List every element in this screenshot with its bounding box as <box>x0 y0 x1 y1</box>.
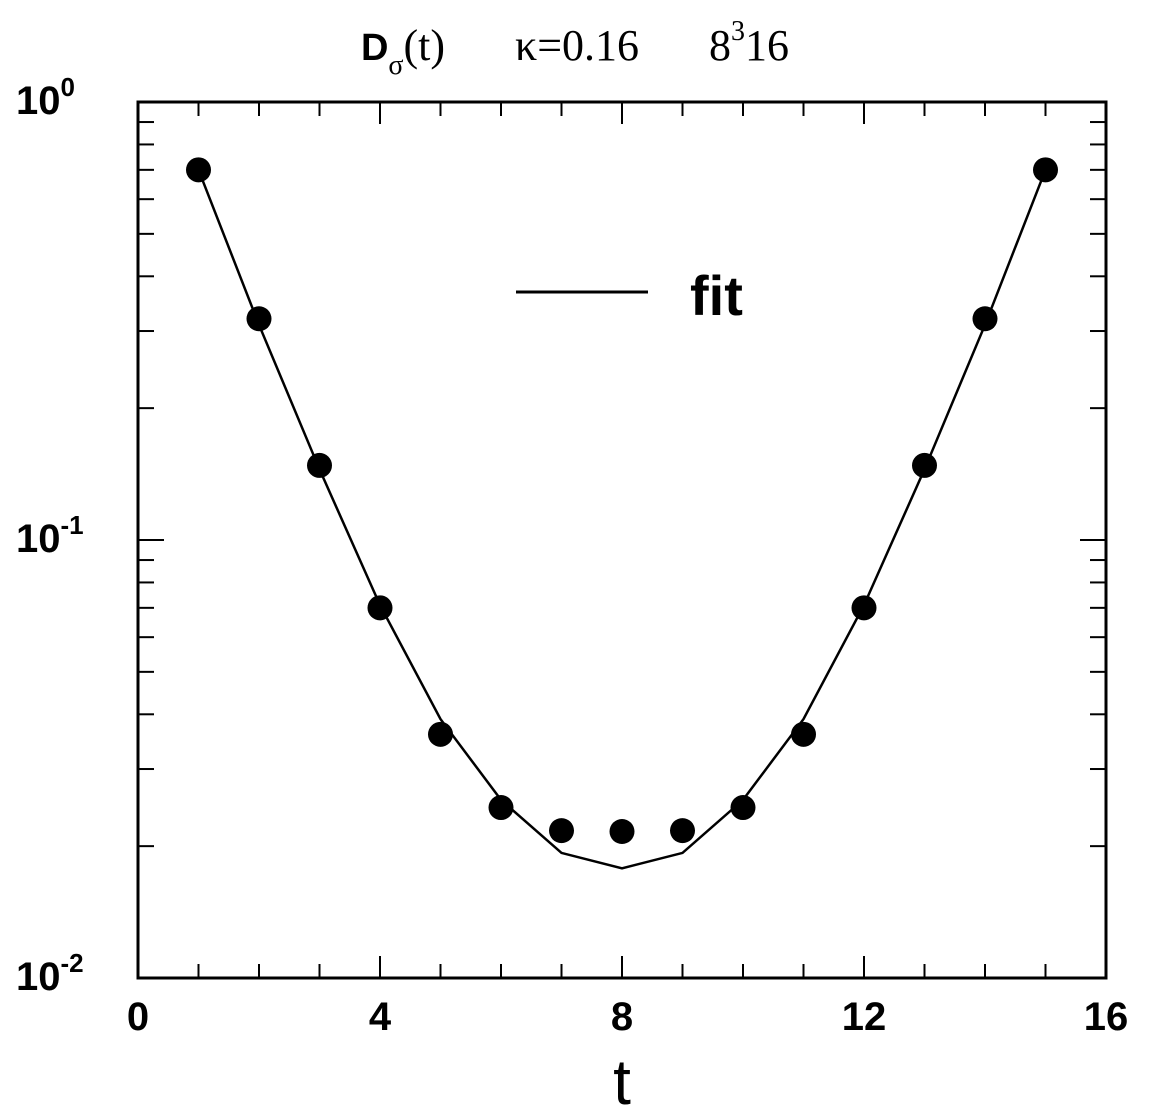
data-point <box>307 452 332 478</box>
title-symbol: D <box>361 27 388 69</box>
data-point <box>972 306 998 332</box>
fit-line-group <box>197 169 1047 870</box>
title-lattice-rest: 16 <box>745 21 789 70</box>
data-point <box>488 795 514 821</box>
title-lattice-exp: 3 <box>731 16 745 47</box>
data-point <box>246 306 272 332</box>
title-argument: (t) <box>404 21 446 70</box>
axis-ticks <box>138 102 1106 978</box>
data-point <box>186 157 211 183</box>
data-point <box>912 452 937 478</box>
data-point <box>670 818 695 844</box>
plot-frame <box>136 100 1108 980</box>
x-axis-title: t <box>613 1046 631 1112</box>
y-tick-exponent: 0 <box>61 72 75 102</box>
y-tick-exponent: -1 <box>61 510 84 540</box>
data-point <box>549 818 574 844</box>
data-point <box>367 595 393 621</box>
data-point <box>730 795 756 821</box>
y-tick-label: 100 <box>16 72 75 123</box>
fit-line <box>197 169 1047 870</box>
x-tick-label: 4 <box>369 995 392 1039</box>
y-tick-base: 10 <box>16 517 61 561</box>
data-point <box>851 595 877 621</box>
x-tick-label: 12 <box>842 995 887 1039</box>
legend: fit <box>516 264 743 327</box>
y-tick-base: 10 <box>16 79 61 123</box>
title-kappa: κ=0.16 <box>515 21 639 70</box>
chart-title: Dσ(t) κ=0.16 8316 <box>361 16 789 81</box>
x-tick-label: 8 <box>611 995 633 1039</box>
title-subscript: σ <box>388 50 403 81</box>
data-point <box>609 819 635 845</box>
y-tick-exponent: -2 <box>61 948 84 978</box>
x-tick-labels: 0 4 8 12 16 <box>127 995 1128 1039</box>
y-tick-label: 10-2 <box>16 948 84 999</box>
data-points <box>186 157 1058 845</box>
title-lattice-base: 8 <box>709 21 731 70</box>
x-tick-label: 16 <box>1084 995 1129 1039</box>
x-tick-label: 0 <box>127 995 149 1039</box>
y-tick-label: 10-1 <box>16 510 84 561</box>
data-point <box>791 721 816 747</box>
legend-label: fit <box>690 264 743 327</box>
data-point <box>428 721 453 747</box>
y-tick-base: 10 <box>16 955 61 999</box>
data-point <box>1033 157 1058 183</box>
